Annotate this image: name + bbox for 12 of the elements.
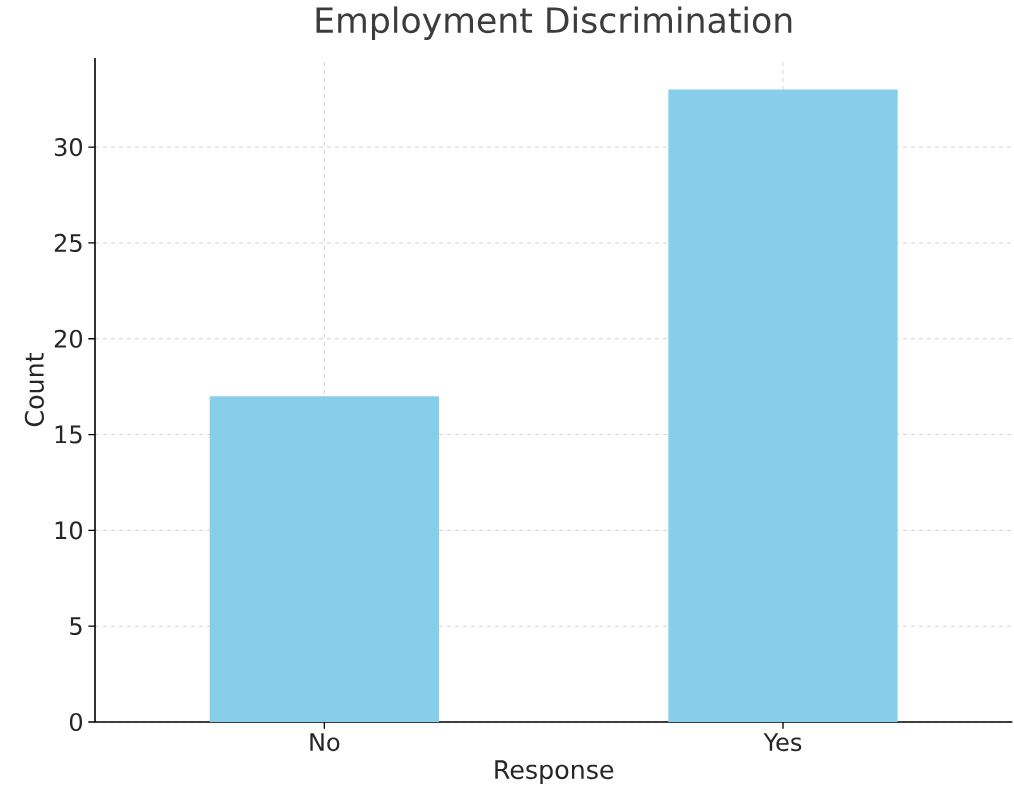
y-tick-label: 10 [55,521,83,540]
y-tick-label: 0 [69,712,83,732]
y-tick-label: 25 [54,233,82,252]
x-tick-label: Yes [763,733,802,752]
y-tick-label: 20 [54,329,83,348]
y-tick-label: 30 [54,138,83,157]
x-axis-title: Response [495,760,614,785]
y-tick-label: 5 [70,617,82,636]
x-tick-label: No [310,733,340,752]
y-tick-label: 15 [55,425,82,444]
y-axis-title: Count [24,352,44,427]
chart-title: Employment Discrimination [316,6,792,40]
